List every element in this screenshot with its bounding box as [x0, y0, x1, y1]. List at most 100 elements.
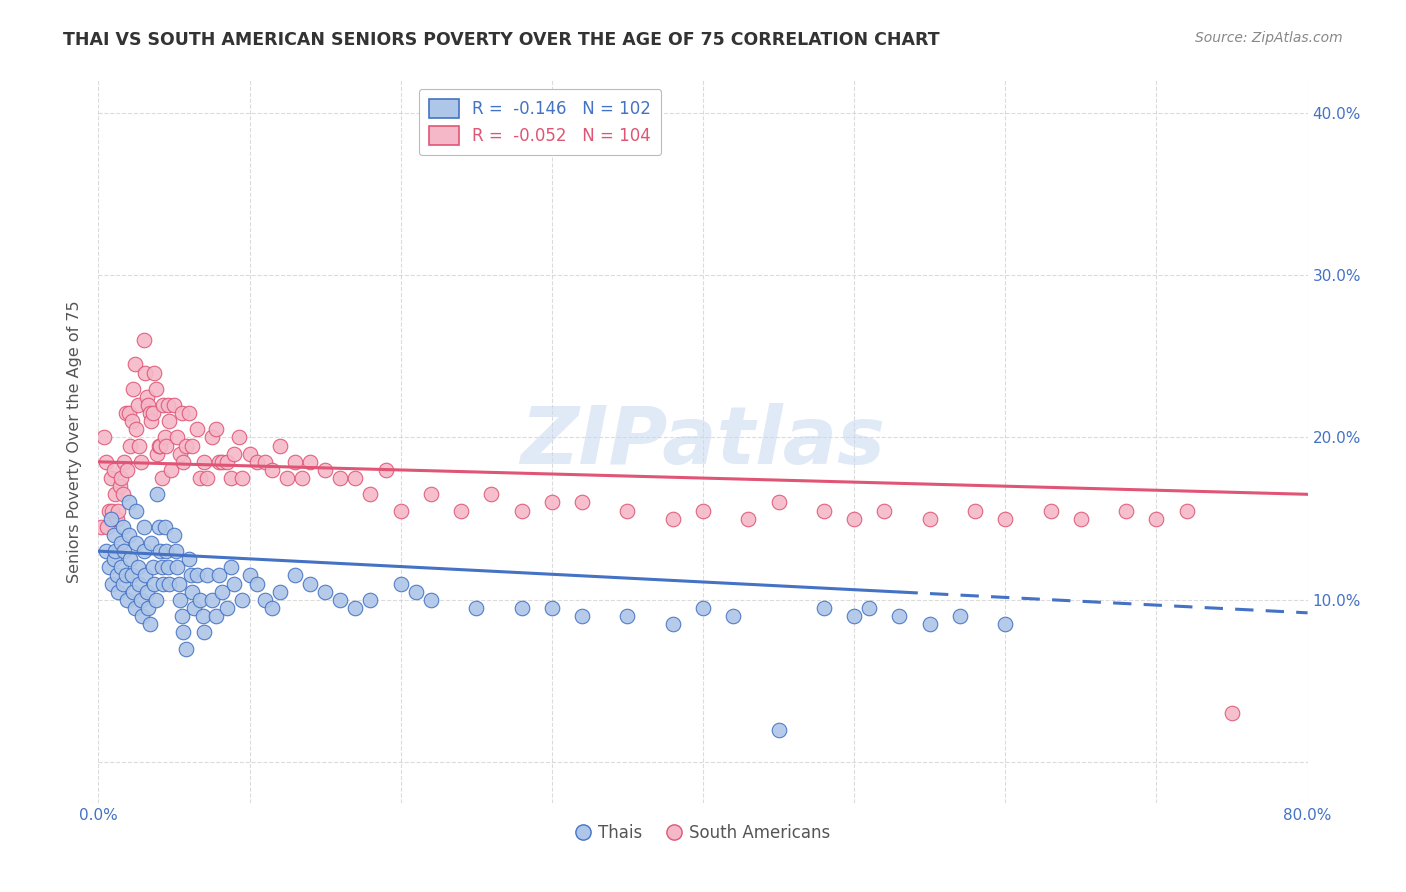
- Point: [93, 430, 115, 444]
- Point: [104, 487, 127, 501]
- Point: [124, 601, 146, 615]
- Point: [146, 447, 169, 461]
- Point: [129, 455, 152, 469]
- Point: [104, 544, 127, 558]
- Point: [142, 560, 165, 574]
- Point: [141, 414, 163, 428]
- Point: [276, 471, 298, 485]
- Point: [344, 471, 367, 485]
- Point: [108, 479, 131, 493]
- Point: [142, 406, 165, 420]
- Point: [155, 439, 177, 453]
- Point: [105, 568, 128, 582]
- Point: [737, 511, 759, 525]
- Point: [172, 455, 194, 469]
- Point: [239, 447, 262, 461]
- Point: [239, 568, 262, 582]
- Point: [1039, 503, 1062, 517]
- Point: [153, 520, 176, 534]
- Point: [329, 471, 352, 485]
- Point: [94, 544, 117, 558]
- Point: [136, 601, 159, 615]
- Point: [167, 576, 190, 591]
- Point: [450, 503, 472, 517]
- Point: [344, 601, 367, 615]
- Point: [1144, 511, 1167, 525]
- Point: [114, 568, 136, 582]
- Point: [844, 609, 866, 624]
- Point: [918, 617, 941, 632]
- Point: [128, 439, 150, 453]
- Point: [965, 503, 987, 517]
- Y-axis label: Seniors Poverty Over the Age of 75: Seniors Poverty Over the Age of 75: [67, 301, 83, 582]
- Point: [159, 414, 181, 428]
- Point: [179, 406, 201, 420]
- Point: [231, 471, 253, 485]
- Point: [111, 576, 134, 591]
- Point: [145, 592, 167, 607]
- Point: [205, 609, 228, 624]
- Point: [540, 495, 562, 509]
- Point: [813, 503, 835, 517]
- Point: [1115, 503, 1137, 517]
- Point: [262, 463, 284, 477]
- Point: [122, 584, 145, 599]
- Point: [231, 592, 253, 607]
- Point: [120, 439, 142, 453]
- Point: [221, 471, 243, 485]
- Point: [844, 511, 866, 525]
- Point: [186, 568, 208, 582]
- Point: [540, 601, 562, 615]
- Point: [193, 455, 215, 469]
- Point: [166, 430, 188, 444]
- Point: [224, 447, 246, 461]
- Point: [420, 487, 443, 501]
- Point: [149, 439, 172, 453]
- Point: [143, 366, 166, 380]
- Point: [179, 552, 201, 566]
- Point: [101, 503, 124, 517]
- Point: [253, 592, 276, 607]
- Point: [110, 536, 132, 550]
- Point: [215, 601, 238, 615]
- Point: [152, 398, 174, 412]
- Point: [165, 544, 187, 558]
- Point: [112, 544, 135, 558]
- Point: [215, 455, 238, 469]
- Point: [103, 463, 125, 477]
- Point: [949, 609, 972, 624]
- Point: [170, 609, 193, 624]
- Point: [107, 503, 129, 517]
- Point: [150, 560, 173, 574]
- Point: [166, 560, 188, 574]
- Point: [135, 390, 157, 404]
- Point: [170, 406, 193, 420]
- Point: [284, 455, 307, 469]
- Point: [153, 430, 176, 444]
- Point: [134, 568, 156, 582]
- Point: [314, 584, 336, 599]
- Point: [121, 414, 143, 428]
- Point: [201, 592, 224, 607]
- Point: [163, 398, 186, 412]
- Point: [156, 560, 179, 574]
- Point: [118, 495, 141, 509]
- Point: [131, 609, 153, 624]
- Point: [465, 601, 488, 615]
- Point: [291, 471, 314, 485]
- Point: [180, 568, 202, 582]
- Point: [110, 471, 132, 485]
- Point: [661, 617, 683, 632]
- Point: [127, 560, 149, 574]
- Point: [768, 723, 790, 737]
- Point: [139, 617, 162, 632]
- Point: [571, 609, 593, 624]
- Point: [172, 625, 194, 640]
- Point: [813, 601, 835, 615]
- Point: [208, 568, 231, 582]
- Point: [156, 398, 179, 412]
- Point: [918, 511, 941, 525]
- Point: [125, 503, 148, 517]
- Point: [205, 422, 228, 436]
- Point: [195, 471, 218, 485]
